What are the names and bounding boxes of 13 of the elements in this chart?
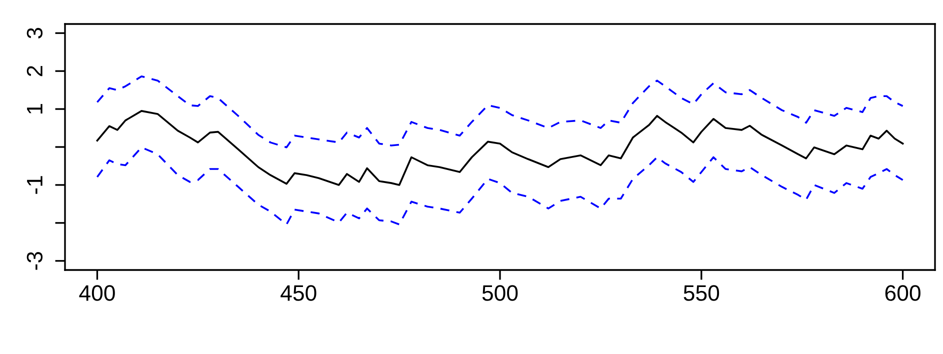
x-tick-label: 500 xyxy=(482,285,518,301)
x-tick-label: 600 xyxy=(885,285,920,301)
y-tick-label: -3 xyxy=(26,252,43,270)
y-tick-label: -1 xyxy=(27,176,42,194)
line-series xyxy=(96,110,904,186)
y-tick-label: 1 xyxy=(27,104,42,114)
line-series xyxy=(96,75,904,148)
y-tick-label: 3 xyxy=(26,28,43,38)
y-tick-label: 2 xyxy=(26,66,42,76)
x-tick-label: 550 xyxy=(684,285,720,301)
x-tick-label: 450 xyxy=(280,285,316,301)
x-tick-label: 400 xyxy=(79,285,115,301)
line-series xyxy=(96,146,904,226)
